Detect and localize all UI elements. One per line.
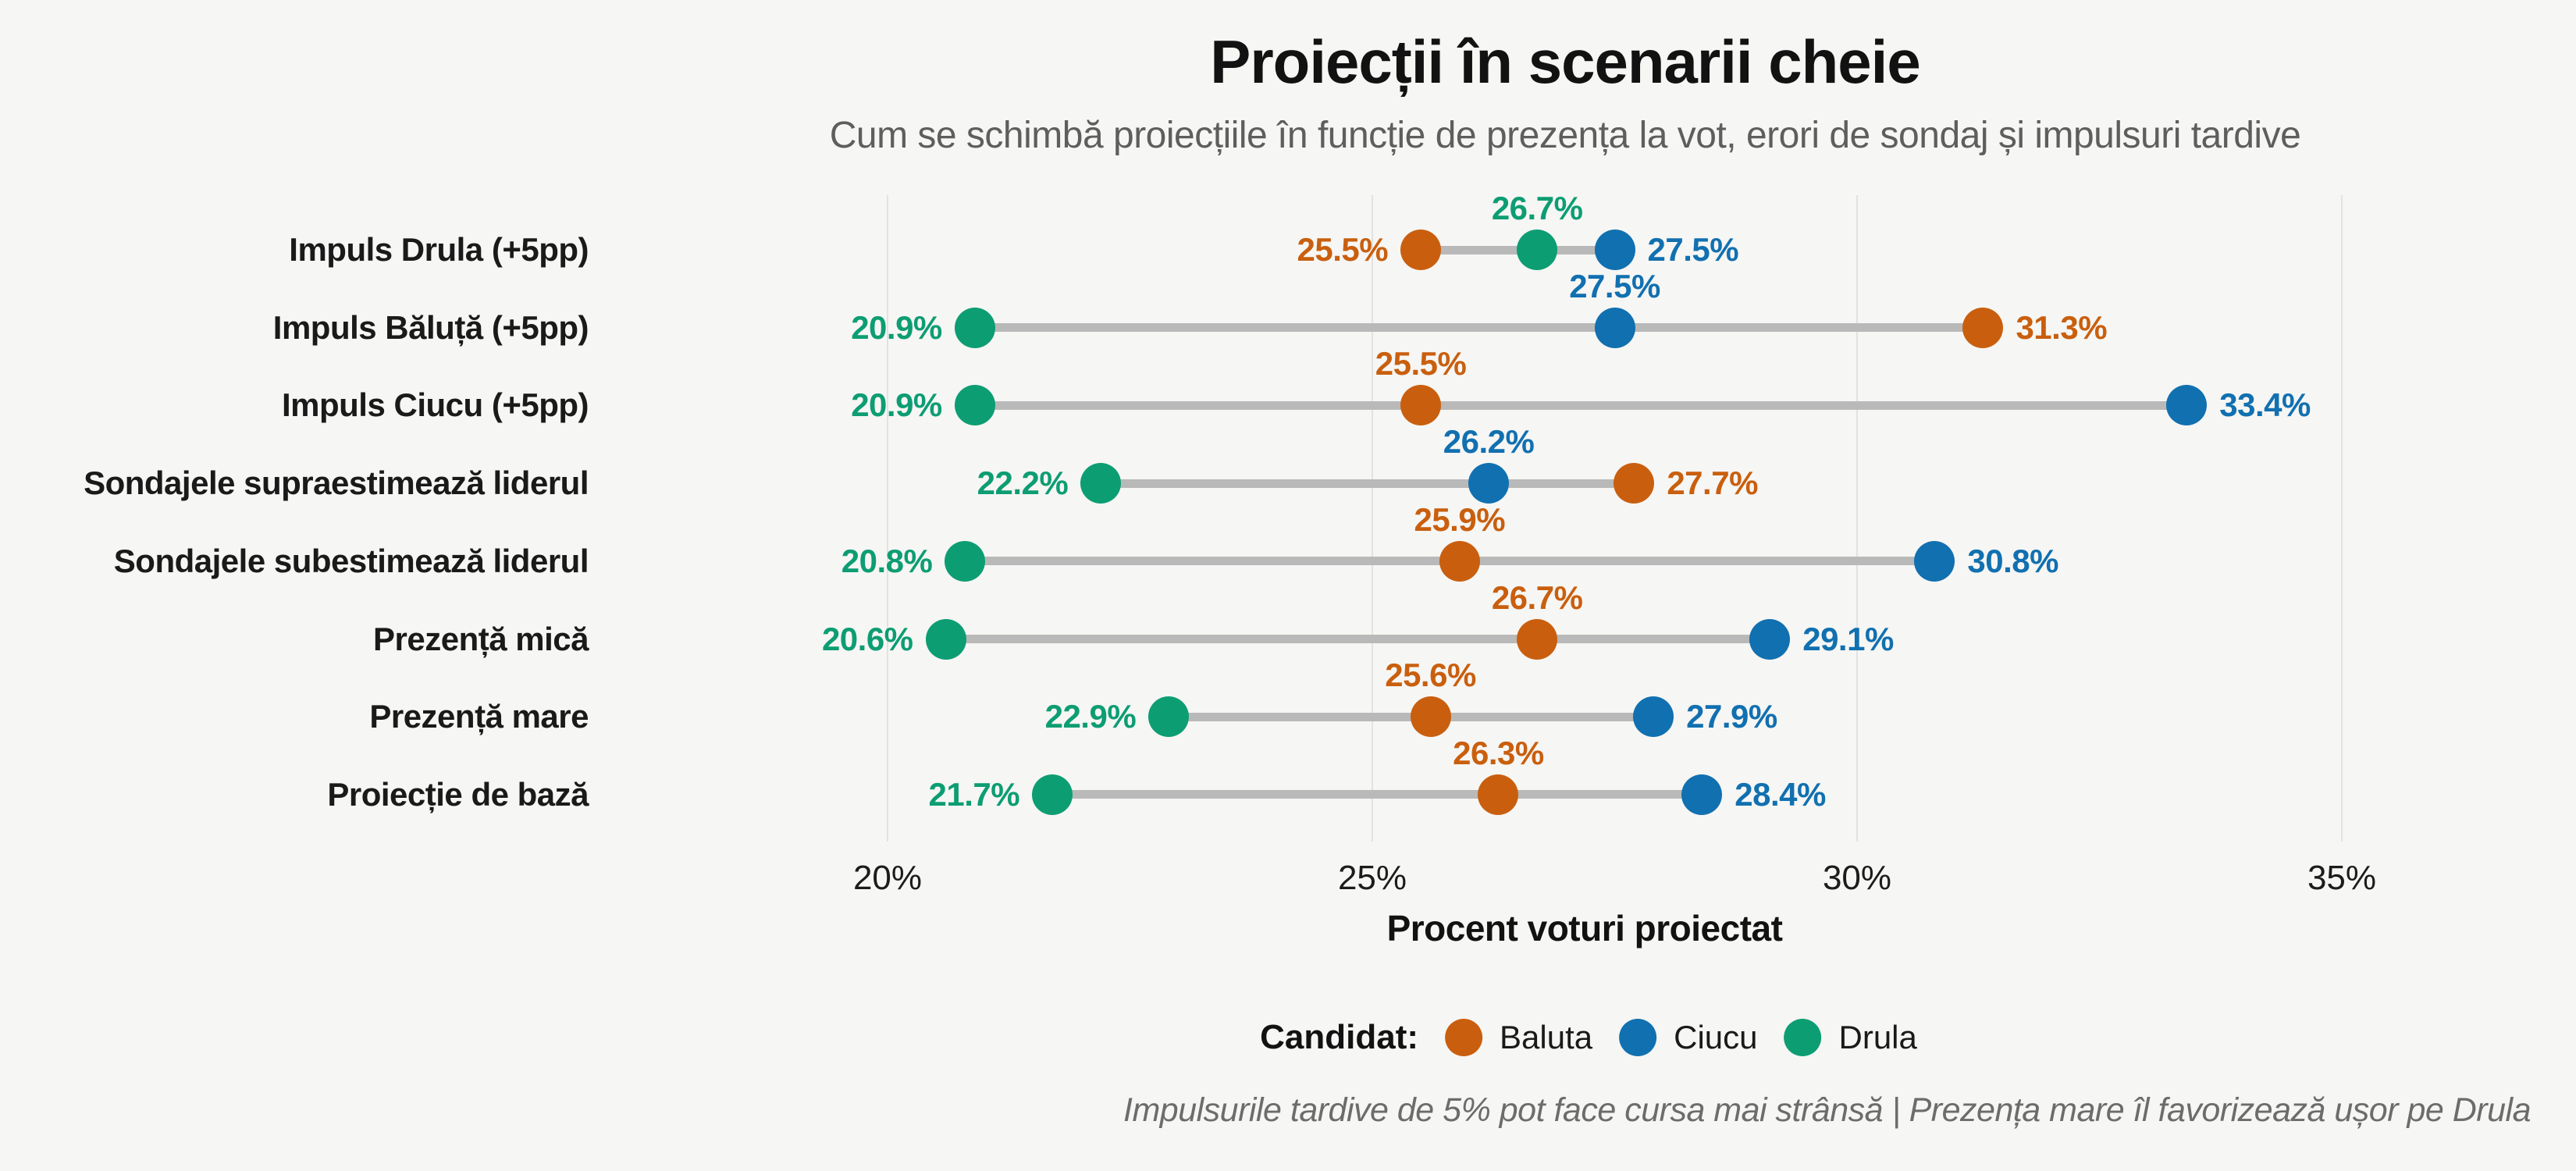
data-point-drula — [1032, 774, 1073, 815]
data-point-ciucu — [1594, 230, 1635, 270]
value-label: 25.9% — [1414, 500, 1506, 538]
gridline — [1372, 195, 1373, 842]
value-label: 26.7% — [1491, 190, 1583, 226]
value-label: 22.2% — [977, 464, 1069, 502]
data-point-ciucu — [1749, 618, 1791, 660]
x-tick-label: 20% — [852, 859, 923, 897]
value-label: 27.9% — [1686, 698, 1777, 735]
data-point-drula — [1080, 463, 1122, 504]
legend-label: Ciucu — [1674, 1019, 1758, 1055]
row-label: Prezență mică — [373, 620, 589, 657]
data-point-drula — [925, 618, 966, 660]
dumbbell-line — [1052, 790, 1703, 799]
data-point-baluta — [1614, 463, 1655, 504]
data-point-ciucu — [1594, 307, 1635, 348]
value-label: 30.8% — [1967, 542, 2058, 579]
data-point-ciucu — [2166, 385, 2208, 426]
gridline — [887, 195, 888, 842]
value-label: 27.7% — [1667, 464, 1758, 502]
legend-title: Candidat: — [1260, 1018, 1419, 1056]
chart-title: Proiecții în scenarii cheie — [1210, 27, 1920, 96]
row-label: Sondajele subestimează liderul — [113, 542, 589, 579]
legend-item-drula: Drula — [1784, 1019, 1917, 1056]
value-label: 27.5% — [1647, 231, 1739, 268]
value-label: 26.2% — [1443, 423, 1535, 461]
row-label: Prezență mare — [369, 698, 589, 735]
x-tick-label: 30% — [1822, 859, 1892, 897]
legend-label: Drula — [1838, 1019, 1917, 1055]
value-label: 21.7% — [928, 775, 1020, 813]
data-point-baluta — [1400, 230, 1442, 270]
data-point-ciucu — [1468, 463, 1510, 504]
drula-dot-icon — [1784, 1019, 1822, 1056]
value-label: 26.3% — [1453, 734, 1544, 771]
data-point-ciucu — [1633, 696, 1674, 738]
x-tick-label: 25% — [1337, 859, 1407, 897]
data-point-baluta — [1517, 618, 1558, 660]
legend-item-ciucu: Ciucu — [1619, 1019, 1758, 1056]
data-point-drula — [954, 307, 995, 348]
baluta-dot-icon — [1445, 1019, 1483, 1056]
dumbbell-line — [1101, 479, 1635, 488]
dumbbell-line — [945, 635, 1770, 643]
data-point-drula — [945, 540, 986, 582]
data-point-drula — [1517, 230, 1558, 270]
value-label: 27.5% — [1569, 267, 1660, 304]
value-label: 33.4% — [2219, 386, 2311, 424]
x-axis-title: Procent voturi proiectat — [1386, 908, 1783, 949]
value-label: 20.9% — [851, 386, 942, 424]
data-point-baluta — [1439, 540, 1480, 582]
value-label: 25.6% — [1385, 657, 1476, 694]
data-point-drula — [954, 385, 995, 426]
gridline — [2341, 195, 2343, 842]
x-tick-label: 35% — [2307, 859, 2377, 897]
chart-subtitle: Cum se schimbă proiecțiile în funcție de… — [829, 115, 2301, 156]
data-point-baluta — [1400, 385, 1442, 426]
data-point-baluta — [1478, 774, 1519, 815]
row-label: Proiecție de bază — [327, 775, 589, 813]
value-label: 31.3% — [2016, 308, 2108, 346]
legend-label: Baluta — [1500, 1019, 1593, 1055]
legend-item-baluta: Baluta — [1445, 1019, 1592, 1056]
row-label: Impuls Ciucu (+5pp) — [281, 386, 589, 424]
data-point-baluta — [1410, 696, 1451, 738]
row-label: Impuls Băluță (+5pp) — [272, 308, 589, 346]
gridline — [1856, 195, 1858, 842]
row-label: Sondajele supraestimează liderul — [84, 464, 589, 502]
value-label: 22.9% — [1044, 698, 1137, 735]
value-label: 20.8% — [841, 542, 933, 579]
value-label: 29.1% — [1802, 620, 1894, 657]
data-point-ciucu — [1681, 774, 1723, 815]
dumbbell-line — [974, 323, 1984, 333]
ciucu-dot-icon — [1619, 1019, 1657, 1056]
data-point-baluta — [1962, 307, 2004, 348]
value-label: 20.9% — [851, 308, 942, 346]
data-point-ciucu — [1914, 540, 1955, 582]
value-label: 20.6% — [821, 620, 913, 657]
value-label: 25.5% — [1297, 231, 1389, 268]
legend: Candidat: Baluta Ciucu Drula — [1260, 1018, 1917, 1057]
value-label: 25.5% — [1375, 345, 1467, 383]
row-label: Impuls Drula (+5pp) — [289, 231, 589, 268]
value-label: 26.7% — [1491, 578, 1583, 616]
footer-note: Impulsurile tardive de 5% pot face cursa… — [1123, 1091, 2531, 1129]
value-label: 28.4% — [1735, 775, 1826, 813]
dumbbell-line — [974, 400, 2187, 410]
data-point-drula — [1148, 696, 1190, 738]
